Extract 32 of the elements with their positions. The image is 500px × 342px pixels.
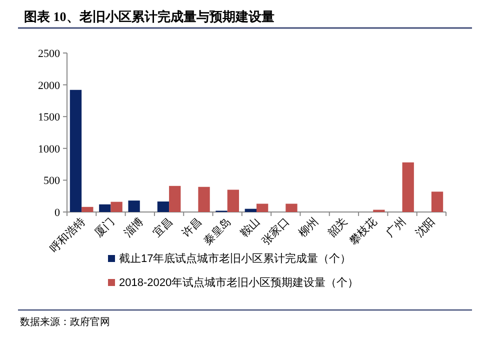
bar [227, 190, 240, 212]
bar [198, 186, 210, 212]
bar [402, 162, 414, 212]
bar [82, 206, 94, 212]
bar [157, 202, 170, 212]
bar [169, 186, 181, 212]
y-tick-label: 500 [44, 175, 60, 188]
bar [256, 204, 268, 212]
source-note: 数据来源：政府官网 [20, 316, 110, 328]
bar [431, 192, 444, 212]
x-tick-label: 沈阳 [412, 214, 438, 240]
bar [244, 208, 256, 212]
x-tick-label: 柳州 [296, 214, 321, 240]
x-tick-label: 厦门 [92, 214, 117, 240]
legend-label: 2018-2020年试点城市老旧小区预期建设量（个） [119, 276, 359, 289]
bar [286, 204, 298, 212]
bar [70, 90, 82, 212]
bar [99, 204, 111, 212]
legend-label: 截止17年底试点城市老旧小区累计完成量（个） [119, 252, 352, 265]
y-tick-label: 1000 [38, 143, 60, 156]
bar [128, 200, 140, 212]
y-tick-label: 0 [54, 207, 60, 219]
y-tick-label: 1500 [38, 112, 60, 124]
x-tick-label: 淄博 [121, 214, 146, 240]
x-tick-label: 广州 [384, 214, 408, 240]
x-tick-label: 秦皇岛 [202, 216, 234, 248]
y-tick-label: 2000 [38, 80, 60, 92]
y-tick-label: 2500 [38, 48, 60, 60]
x-tick-label: 宜昌 [150, 214, 176, 240]
bar [110, 202, 122, 212]
x-tick-label: 许昌 [180, 216, 204, 240]
chart-title: 图表 10、老旧小区累计完成量与预期建设量 [24, 9, 274, 24]
